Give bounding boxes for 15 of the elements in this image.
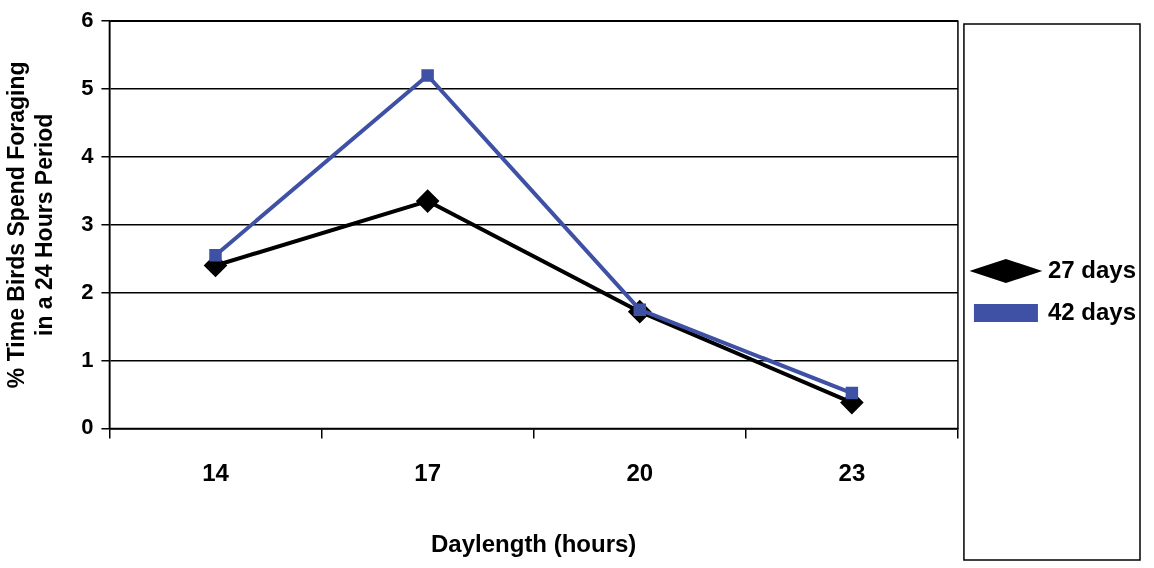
x-tick-label: 20 [626, 459, 654, 487]
y-tick-label: 4 [81, 143, 95, 168]
x-tick-label: 17 [414, 459, 441, 487]
x-axis-title: Daylength (hours) [431, 530, 637, 558]
y-tick-label: 1 [81, 346, 94, 372]
y-tick-label: 6 [81, 7, 94, 33]
x-tick-label: 14 [202, 459, 230, 487]
y-axis-title: % Time Birds Spend Foraging in a 24 Hours Period [3, 61, 57, 389]
y-tick-label: 3 [81, 210, 94, 236]
legend-label: 42 days [1047, 297, 1137, 325]
x-tick-label: 23 [838, 459, 866, 487]
y-tick-label: 5 [81, 75, 94, 101]
legend-label: 27 days [1047, 255, 1137, 283]
y-tick-label: 2 [81, 278, 94, 304]
y-tick-label: 0 [81, 414, 94, 440]
